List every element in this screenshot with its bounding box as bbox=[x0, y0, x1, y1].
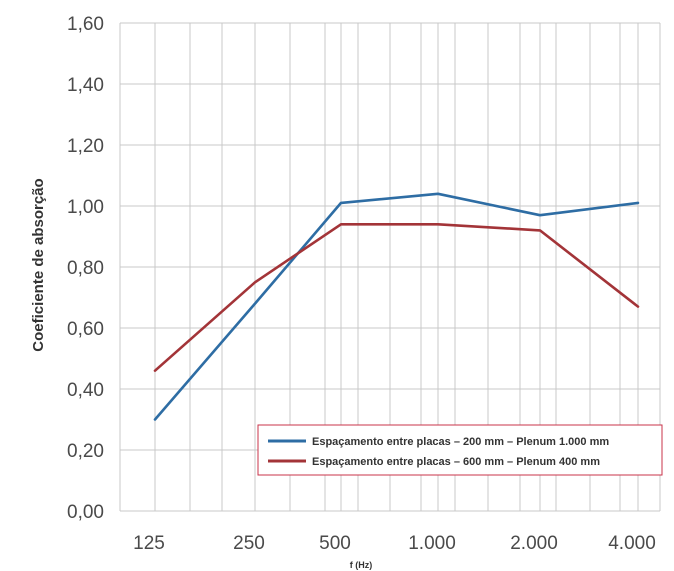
series-lines bbox=[153, 192, 640, 421]
y-tick-label: 1,20 bbox=[67, 136, 104, 157]
x-tick-label: 4.000 bbox=[608, 533, 656, 554]
y-tick-label: 0,20 bbox=[67, 441, 104, 462]
x-tick-label: 125 bbox=[133, 533, 165, 554]
x-tick-label: 500 bbox=[319, 533, 351, 554]
x-tick-labels: 125 250 500 1.000 2.000 4.000 bbox=[133, 533, 656, 554]
legend-entry-1: Espaçamento entre placas – 200 mm – Plen… bbox=[312, 436, 609, 448]
series-line-1 bbox=[153, 192, 640, 421]
y-tick-label: 0,00 bbox=[67, 502, 104, 523]
y-tick-label: 1,40 bbox=[67, 75, 104, 96]
y-tick-label: 0,40 bbox=[67, 380, 104, 401]
x-axis-label: f (Hz) bbox=[350, 560, 373, 570]
legend-entry-2: Espaçamento entre placas – 600 mm – Plen… bbox=[312, 456, 600, 468]
y-tick-label: 1,00 bbox=[67, 197, 104, 218]
y-tick-label: 1,60 bbox=[67, 14, 104, 35]
x-tick-label: 1.000 bbox=[408, 533, 456, 554]
y-tick-label: 0,80 bbox=[67, 258, 104, 279]
legend: Espaçamento entre placas – 200 mm – Plen… bbox=[257, 424, 663, 476]
y-tick-label: 0,60 bbox=[67, 319, 104, 340]
y-axis-label: Coeficiente de absorção bbox=[30, 178, 47, 351]
x-tick-label: 2.000 bbox=[510, 533, 558, 554]
x-tick-label: 250 bbox=[233, 533, 265, 554]
y-tick-labels: 0,00 0,20 0,40 0,60 0,80 1,00 1,20 1,40 1,60 bbox=[67, 14, 104, 523]
series-line-2 bbox=[153, 223, 640, 373]
legend-box bbox=[257, 424, 663, 476]
